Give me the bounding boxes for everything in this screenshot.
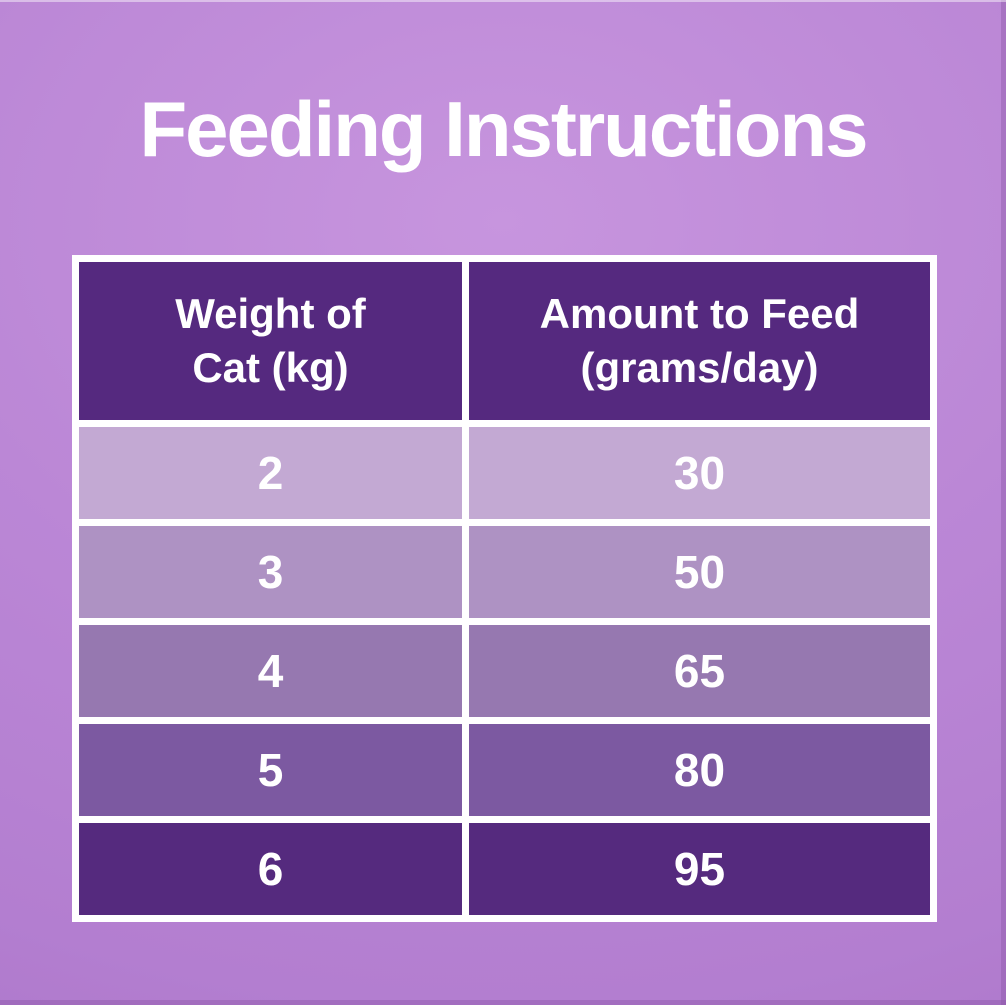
table-cell-amount-row3: 65	[469, 625, 930, 717]
table-cell-amount-row2: 50	[469, 526, 930, 618]
page-title: Feeding Instructions	[139, 85, 868, 173]
table-cell-amount-row5: 95	[469, 823, 930, 915]
column-header-weight: Weight of Cat (kg)	[79, 262, 462, 420]
table-cell-weight-row2: 3	[79, 526, 462, 618]
table-cell-weight-row1: 2	[79, 427, 462, 519]
table-cell-weight-row3: 4	[79, 625, 462, 717]
feeding-table: Weight of Cat (kg) Amount to Feed (grams…	[72, 255, 937, 922]
table-cell-amount-row1: 30	[469, 427, 930, 519]
table-cell-weight-row4: 5	[79, 724, 462, 816]
table-cell-amount-row4: 80	[469, 724, 930, 816]
table-cell-weight-row5: 6	[79, 823, 462, 915]
column-header-amount: Amount to Feed (grams/day)	[469, 262, 930, 420]
